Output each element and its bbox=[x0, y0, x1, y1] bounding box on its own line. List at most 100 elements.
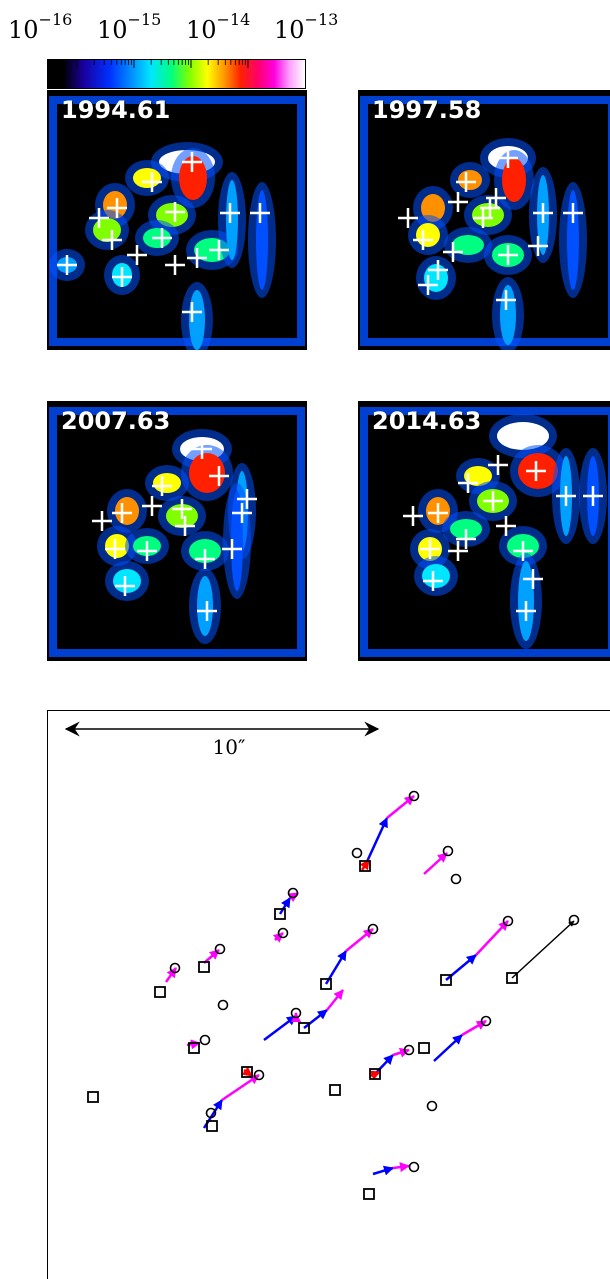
colorbar-ticks bbox=[76, 59, 249, 68]
emission-knot bbox=[93, 218, 121, 242]
square-marker bbox=[359, 860, 371, 872]
knot-cross-marker bbox=[513, 541, 533, 561]
knot-cross-marker bbox=[513, 426, 533, 446]
knot-cross-marker bbox=[480, 198, 500, 218]
emission-knot bbox=[179, 156, 207, 200]
svg-text:10−15: 10−15 bbox=[97, 10, 161, 44]
knot-cross-marker bbox=[222, 539, 242, 559]
knot-cross-marker bbox=[456, 529, 476, 549]
square-marker bbox=[369, 1068, 381, 1080]
motion-arrow bbox=[303, 1009, 328, 1029]
knot-cross-marker bbox=[488, 455, 508, 475]
square-marker bbox=[320, 978, 332, 990]
image-panel-1997: 1997.58 bbox=[358, 90, 610, 350]
circle-marker bbox=[217, 999, 229, 1011]
circle-marker bbox=[351, 847, 363, 859]
knot-cross-marker bbox=[142, 496, 162, 516]
knot-cross-marker bbox=[105, 539, 125, 559]
emission-knot bbox=[133, 168, 161, 188]
motion-arrow bbox=[511, 920, 575, 979]
tick-exponent-2: −15 bbox=[128, 10, 162, 29]
motion-arrow bbox=[221, 1073, 260, 1102]
knot-cross-marker bbox=[197, 601, 217, 621]
square-marker bbox=[506, 972, 518, 984]
knot-cross-marker bbox=[92, 511, 112, 531]
knot-cross-marker bbox=[423, 571, 443, 591]
epoch-label: 1994.61 bbox=[61, 96, 171, 124]
circle-marker bbox=[214, 943, 226, 955]
knot-cross-marker bbox=[57, 255, 77, 275]
knot-cross-marker bbox=[142, 172, 162, 192]
circle-marker bbox=[290, 1007, 302, 1019]
motion-arrow bbox=[369, 1070, 381, 1080]
knot-cross-marker bbox=[398, 208, 418, 228]
knot-cross-marker bbox=[583, 486, 603, 506]
motion-arrow bbox=[263, 1015, 297, 1041]
knot-cross-marker bbox=[220, 203, 240, 223]
knot-cross-marker bbox=[526, 461, 546, 481]
circle-marker bbox=[287, 887, 299, 899]
circle-marker bbox=[426, 1100, 438, 1112]
colorbar-gradient bbox=[47, 59, 306, 89]
knot-cross-marker bbox=[112, 267, 132, 287]
knot-cross-marker bbox=[115, 576, 135, 596]
tick-exponent-3: −14 bbox=[217, 10, 251, 29]
panel-border-emission bbox=[49, 407, 305, 657]
svg-text:10−14: 10−14 bbox=[186, 10, 250, 44]
emission-knot bbox=[452, 235, 484, 255]
knot-cross-marker bbox=[209, 466, 229, 486]
emission-knot bbox=[113, 569, 141, 593]
colorbar bbox=[47, 59, 306, 91]
tick-label-2: 10 bbox=[97, 16, 128, 44]
knot-cross-marker bbox=[137, 541, 157, 561]
tick-label-4: 10 bbox=[274, 16, 305, 44]
tick-exponent-4: −13 bbox=[305, 10, 339, 29]
motion-arrow bbox=[363, 817, 389, 867]
knot-cross-marker bbox=[192, 439, 212, 459]
image-panel-2007: 2007.63 bbox=[47, 401, 307, 661]
knot-cross-marker bbox=[443, 242, 463, 262]
image-panel-map bbox=[358, 90, 610, 350]
emission-knot bbox=[115, 497, 139, 525]
knot-cross-marker bbox=[563, 203, 583, 223]
circle-marker bbox=[568, 914, 580, 926]
epoch-label: 1997.58 bbox=[372, 96, 482, 124]
emission-knot bbox=[502, 158, 526, 202]
motion-arrow bbox=[345, 928, 374, 952]
circle-marker bbox=[205, 1107, 217, 1119]
epoch-label: 2014.63 bbox=[372, 407, 482, 435]
motion-arrow bbox=[241, 1066, 253, 1077]
knot-cross-marker bbox=[523, 569, 543, 589]
motion-arrow bbox=[372, 1165, 394, 1176]
knot-cross-marker bbox=[165, 255, 185, 275]
knot-cross-marker bbox=[458, 473, 478, 493]
motion-arrows bbox=[164, 795, 575, 1176]
emission-knot bbox=[105, 534, 129, 558]
motion-arrow bbox=[475, 920, 509, 956]
position-markers bbox=[87, 790, 580, 1200]
emission-knot bbox=[458, 170, 482, 190]
knot-cross-marker bbox=[172, 499, 192, 519]
image-panel-map bbox=[47, 90, 307, 350]
proper-motion-plot: 10″ bbox=[47, 710, 610, 1279]
square-marker bbox=[274, 908, 286, 920]
emission-knot bbox=[189, 453, 225, 493]
circle-marker bbox=[480, 1015, 492, 1027]
knot-cross-marker bbox=[428, 503, 448, 523]
emission-knot bbox=[231, 491, 243, 591]
emission-knot bbox=[153, 473, 181, 493]
knot-cross-marker bbox=[107, 198, 127, 218]
emission-knot bbox=[500, 285, 516, 345]
knot-cross-marker bbox=[448, 192, 468, 212]
knot-cross-marker bbox=[516, 601, 536, 621]
square-marker bbox=[206, 1120, 218, 1132]
square-marker bbox=[241, 1066, 253, 1078]
square-marker bbox=[87, 1091, 99, 1103]
knot-cross-marker bbox=[152, 476, 172, 496]
emission-knot bbox=[422, 564, 450, 588]
knot-cross-marker bbox=[533, 203, 553, 223]
square-marker bbox=[329, 1084, 341, 1096]
panel-border-emission bbox=[360, 407, 610, 657]
knot-cross-marker bbox=[418, 275, 438, 295]
circle-marker bbox=[403, 1044, 415, 1056]
